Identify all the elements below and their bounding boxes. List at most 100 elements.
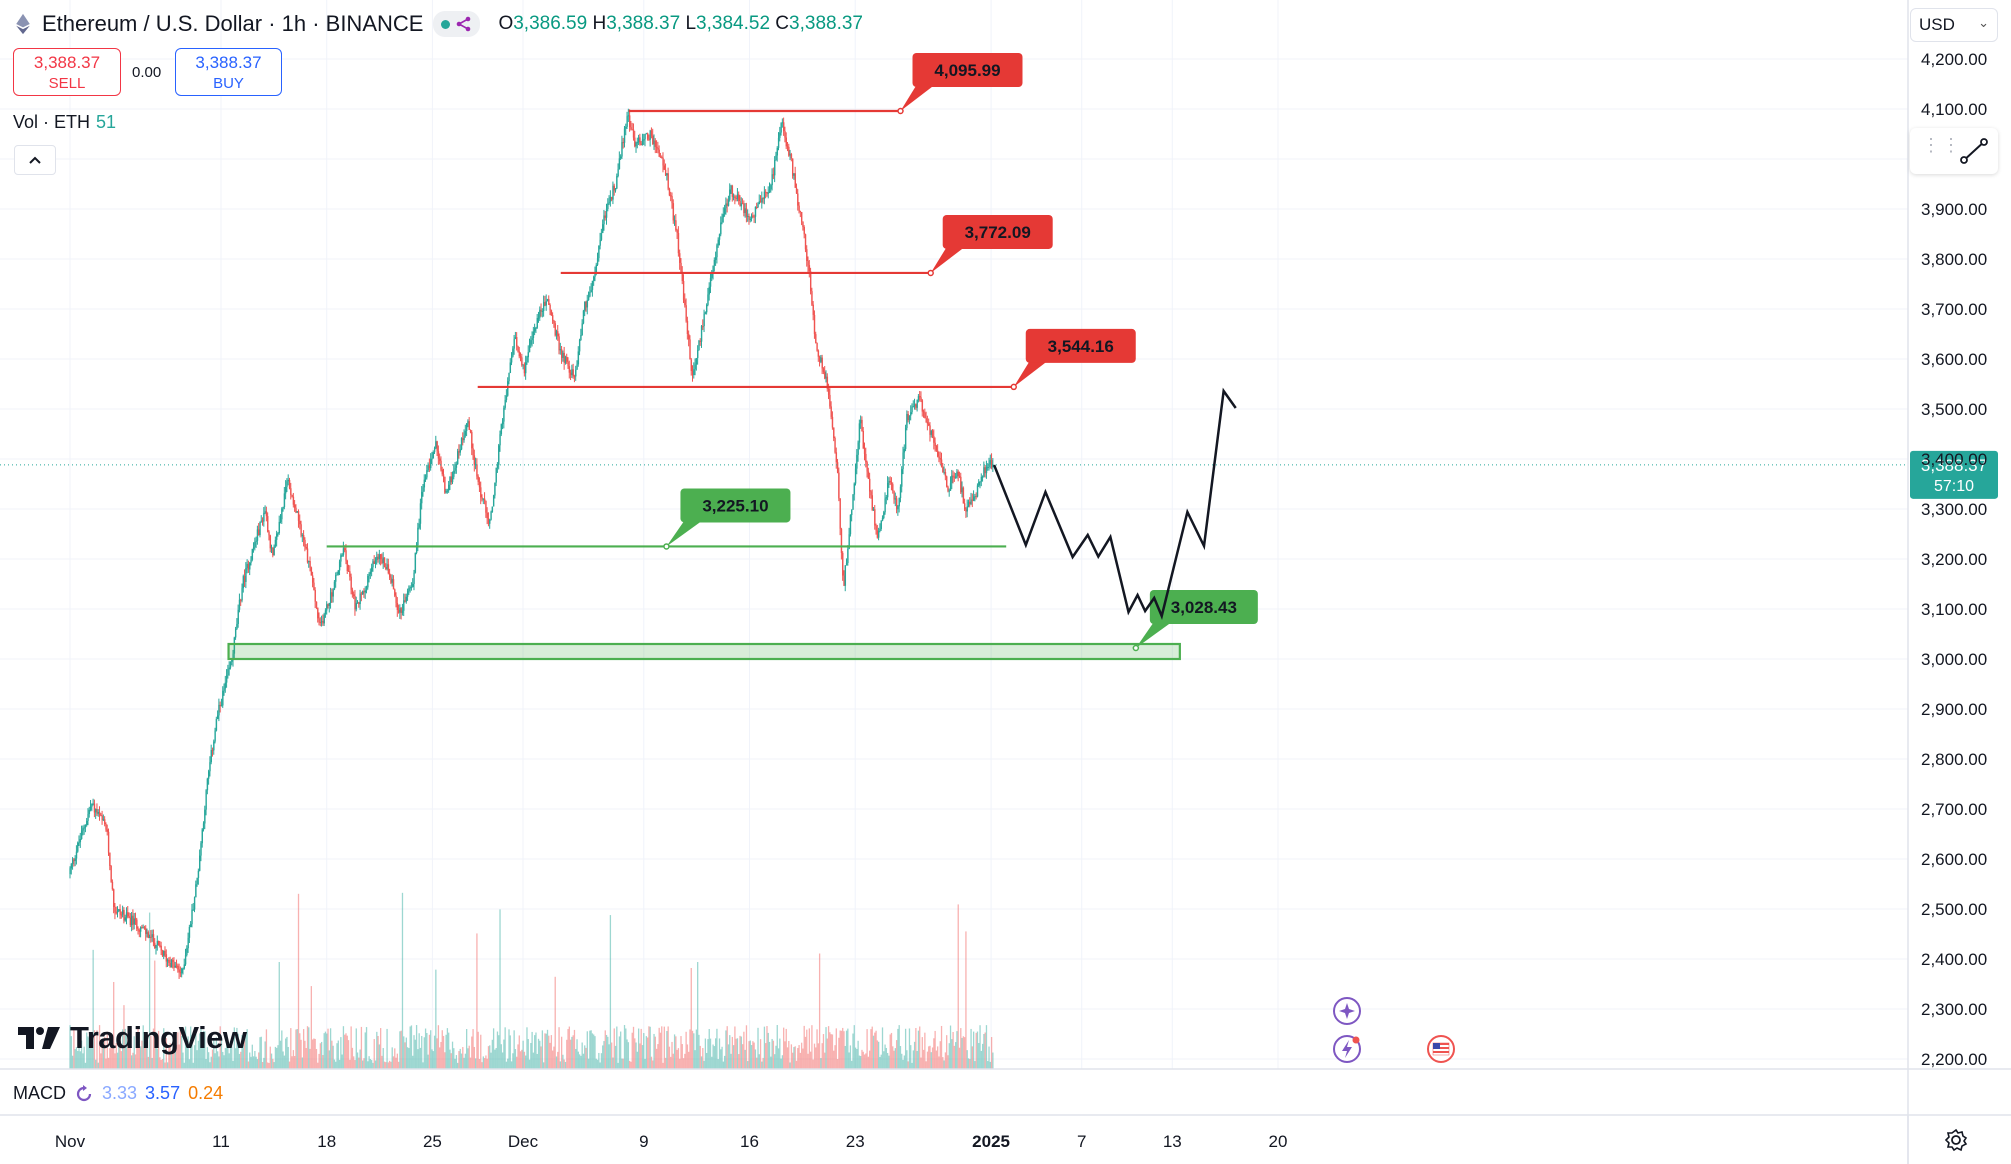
candle-body <box>670 195 672 197</box>
volume-bar <box>141 1040 143 1069</box>
candle-body <box>295 507 297 513</box>
lightning-event-icon[interactable] <box>1332 1034 1362 1064</box>
candle-body <box>766 192 768 194</box>
volume-value: 51 <box>96 112 117 132</box>
candle-body <box>186 948 188 956</box>
candle-body <box>113 889 115 908</box>
candle-body <box>340 555 342 562</box>
volume-bar <box>894 1048 896 1069</box>
candle-body <box>492 495 495 507</box>
volume-bar <box>118 1044 120 1069</box>
volume-bar <box>517 1044 519 1069</box>
volume-bar <box>750 1045 753 1069</box>
candle-body <box>943 472 945 474</box>
level-tag-label: 4,095.99 <box>934 61 1000 80</box>
candle-body <box>396 602 399 610</box>
volume-bar <box>567 1029 569 1069</box>
volume-bar <box>337 1040 339 1069</box>
tradingview-logo-icon <box>18 1027 60 1049</box>
candle-body <box>490 511 492 520</box>
buy-button[interactable]: 3,388.37 BUY <box>175 48 282 96</box>
candle-body <box>585 301 587 308</box>
candle-body <box>808 265 811 272</box>
volume-bar <box>922 1049 925 1069</box>
volume-bar <box>391 1047 393 1069</box>
candle-body <box>589 292 591 297</box>
volume-bar <box>772 1040 775 1069</box>
gear-icon[interactable] <box>1944 1128 1968 1152</box>
volume-bar <box>295 1029 297 1069</box>
projection-line <box>992 387 1237 620</box>
volume-bar <box>186 1048 188 1069</box>
volume-bar <box>157 1030 160 1069</box>
high-label: H <box>592 13 607 34</box>
drawing-toolbar[interactable]: ⋮⋮ <box>1910 128 1998 174</box>
candle-body <box>480 487 482 498</box>
volume-bar <box>811 1025 813 1069</box>
volume-bar <box>453 1048 455 1069</box>
ai-sparkle-icon[interactable] <box>1332 996 1362 1026</box>
volume-bar <box>908 1028 911 1069</box>
volume-bar <box>369 1058 372 1069</box>
candle-body <box>643 139 645 141</box>
volume-bar <box>347 1040 350 1069</box>
volume-bar <box>145 1037 147 1069</box>
volume-bar <box>122 1029 124 1069</box>
volume-bar <box>191 1034 193 1069</box>
volume-bar <box>250 1056 252 1069</box>
candle-body <box>761 198 763 203</box>
volume-bar <box>152 1028 155 1069</box>
collapse-legend-button[interactable] <box>14 145 56 175</box>
market-status-pill[interactable] <box>433 11 481 37</box>
candle-body <box>82 828 84 831</box>
volume-bar <box>340 1037 342 1069</box>
candle-body <box>537 317 540 319</box>
volume-bar <box>767 1032 769 1069</box>
candle-body <box>921 400 924 412</box>
symbol-title[interactable]: Ethereum / U.S. Dollar · 1h · BINANCE <box>42 11 424 36</box>
drag-handle-icon[interactable]: ⋮⋮ <box>1922 135 1962 155</box>
candle-body <box>835 452 838 463</box>
sell-button[interactable]: 3,388.37 SELL <box>13 48 121 96</box>
volume-bar <box>377 1035 379 1069</box>
macd-legend[interactable]: MACD 3.33 3.57 0.24 <box>13 1083 223 1104</box>
candle-body <box>453 470 455 477</box>
volume-bar <box>770 1056 772 1069</box>
volume-legend[interactable]: Vol · ETH 51 <box>13 112 116 133</box>
volume-bar <box>486 1058 488 1069</box>
volume-bar <box>229 1040 232 1069</box>
volume-bar <box>676 1049 678 1069</box>
candle-body <box>364 590 367 593</box>
volume-bar <box>193 1045 196 1069</box>
level-tag <box>942 214 1053 249</box>
candle-body <box>138 930 141 932</box>
candle-body <box>471 432 473 449</box>
volume-bar <box>74 1049 76 1069</box>
volume-bar <box>776 1025 778 1069</box>
candle-body <box>105 824 107 830</box>
volume-bar <box>276 1047 278 1069</box>
volume-bar <box>473 1046 476 1069</box>
volume-bar <box>712 1044 714 1069</box>
trendline-tool-icon[interactable] <box>1958 136 1990 166</box>
candle-body <box>513 338 515 349</box>
volume-bar <box>490 1052 492 1069</box>
volume-bar <box>904 1028 907 1069</box>
us-flag-event-icon[interactable] <box>1426 1034 1456 1064</box>
candle-body <box>867 471 870 479</box>
candle-body <box>759 201 762 203</box>
candle-body <box>652 135 654 145</box>
candle-body <box>854 468 857 484</box>
volume-bar <box>623 1025 626 1069</box>
candle-body <box>934 442 936 446</box>
candle-body <box>460 438 463 450</box>
volume-bar <box>680 1036 682 1069</box>
currency-select[interactable]: USD ⌄ <box>1910 8 1998 42</box>
volume-bar <box>694 1050 696 1069</box>
candle-body <box>594 273 596 277</box>
candle-body <box>720 222 722 235</box>
candle-body <box>291 494 293 497</box>
candle-body <box>569 372 572 376</box>
volume-bar <box>947 1055 949 1069</box>
